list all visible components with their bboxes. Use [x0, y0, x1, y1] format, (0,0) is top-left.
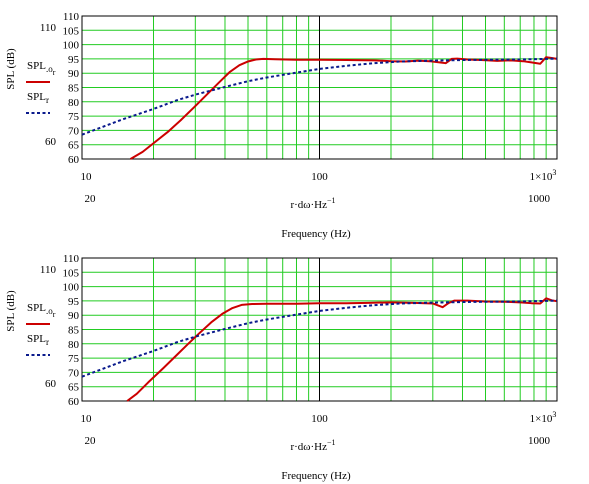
y-tick-label: 110	[63, 253, 80, 265]
legend-label-base: SPL	[27, 333, 46, 345]
x-tick-label: 100	[311, 413, 328, 425]
y-tick-label: 110	[63, 11, 80, 23]
y-tick-label: 95	[68, 296, 80, 308]
y-tick-label: 80	[68, 339, 80, 351]
legend-label-subsub: r	[53, 310, 56, 319]
x-axis-label-main: r·dω·Hz	[290, 199, 327, 211]
y-tick-label: 100	[63, 40, 80, 52]
series-line-1	[129, 56, 558, 160]
y-axis-label: SPL (dB)	[5, 290, 17, 332]
y-tick-label: 105	[63, 267, 80, 279]
x-tick-label-lower: 20	[85, 193, 97, 205]
x-tick-label: 10	[81, 171, 93, 183]
chart-1: 60 65 70 75 80 85 90 95 100 105 110 60 110 SPL (dB) SP…	[5, 11, 558, 240]
legend-label-sub: r	[46, 95, 49, 105]
legend-label-sub: r	[46, 337, 49, 347]
legend-label-2: SPLr	[27, 91, 49, 105]
y-axis-label: SPL (dB)	[5, 48, 17, 90]
legend-label-1: SPL.or	[27, 302, 56, 319]
legend-label-2: SPLr	[27, 333, 49, 347]
x-tick-label: 1×103	[530, 168, 557, 183]
legend-label-subsub: r	[53, 68, 56, 77]
series-line-1	[126, 297, 558, 402]
x-axis-label: r·dω·Hz−1	[290, 196, 335, 211]
y-tick-label: 95	[68, 54, 80, 66]
y-outer-tick-label: 110	[40, 22, 57, 34]
y-tick-label: 65	[68, 382, 80, 394]
series-line-2	[81, 299, 558, 378]
y-tick-label: 65	[68, 140, 80, 152]
y-tick-label: 75	[68, 111, 80, 123]
y-outer-tick-label: 60	[45, 136, 57, 148]
legend-label-base: SPL	[27, 302, 46, 314]
plot-frame	[81, 15, 558, 160]
y-tick-label: 90	[68, 310, 80, 322]
y-tick-label: 105	[63, 25, 80, 37]
legend-label-sub: .o	[46, 64, 53, 74]
x-tick-exponent: 3	[552, 410, 556, 419]
y-tick-label: 70	[68, 125, 80, 137]
y-tick-label: 60	[68, 396, 80, 408]
y-tick-label: 85	[68, 325, 80, 337]
legend-label-base: SPL	[27, 60, 46, 72]
y-tick-label: 80	[68, 97, 80, 109]
x-tick-label: 1×103	[530, 410, 557, 425]
x-axis-sublabel: Frequency (Hz)	[281, 470, 351, 482]
x-tick-label-lower: 20	[85, 435, 97, 447]
y-outer-tick-label: 110	[40, 264, 57, 276]
x-tick-exponent: 3	[552, 168, 556, 177]
x-axis-label-main: r·dω·Hz	[290, 441, 327, 453]
x-tick-label-lower: 1000	[528, 193, 551, 205]
legend-label-sub: .o	[46, 306, 53, 316]
x-axis-label-exp: −1	[327, 196, 336, 205]
x-axis-label-exp: −1	[327, 438, 336, 447]
x-tick-label: 10	[81, 413, 93, 425]
x-axis-label: r·dω·Hz−1	[290, 438, 335, 453]
x-axis-sublabel: Frequency (Hz)	[281, 228, 351, 240]
legend-label-base: SPL	[27, 91, 46, 103]
y-tick-label: 70	[68, 367, 80, 379]
series-line-2	[81, 57, 558, 136]
y-tick-label: 60	[68, 154, 80, 166]
y-outer-tick-label: 60	[45, 378, 57, 390]
legend-label-1: SPL.or	[27, 60, 56, 77]
x-tick-label: 100	[311, 171, 328, 183]
y-tick-label: 75	[68, 353, 80, 365]
y-tick-label: 100	[63, 282, 80, 294]
chart-2: 60 65 70 75 80 85 90 95 100 105 110 60 110 SPL (dB) SP…	[5, 253, 558, 482]
y-tick-label: 90	[68, 68, 80, 80]
y-tick-label: 85	[68, 83, 80, 95]
x-tick-label-lower: 1000	[528, 435, 551, 447]
plot-frame	[81, 257, 558, 402]
